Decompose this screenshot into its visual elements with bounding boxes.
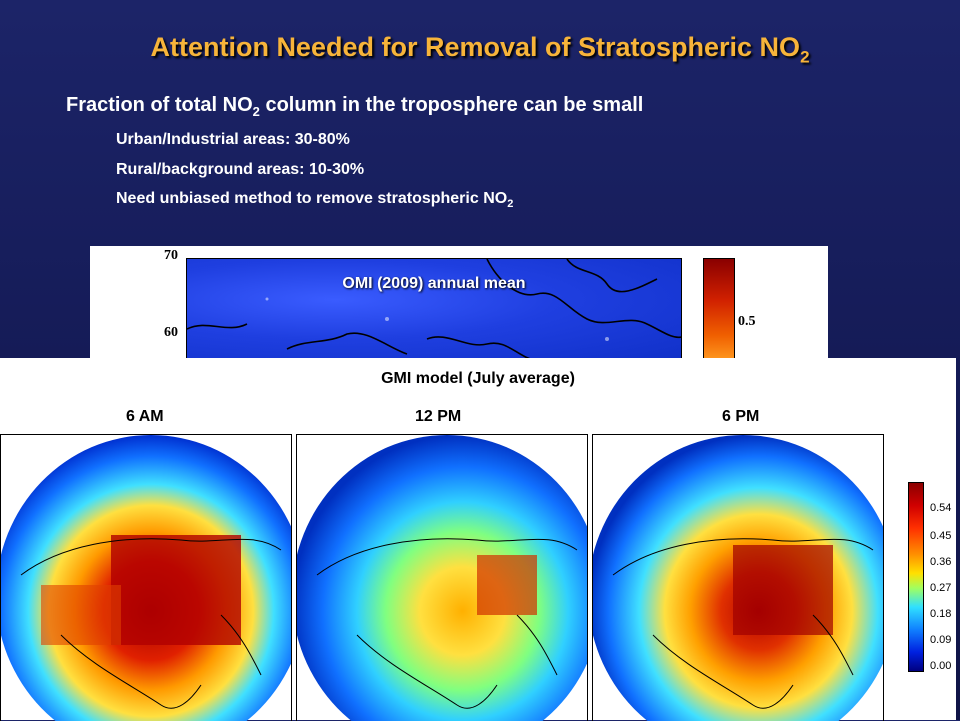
omi-map-image: OMI (2009) annual mean: [186, 258, 682, 362]
globe-12pm: [296, 434, 588, 721]
main-bullet: Fraction of total NO2 column in the trop…: [66, 94, 644, 119]
gmi-colorbar-tick-0.36: 0.36: [930, 556, 952, 568]
globe-6am: [0, 434, 292, 721]
gmi-colorbar-tick-0.18: 0.18: [930, 608, 952, 620]
gmi-model-panel: GMI model (July average) 6 AM 12 PM 6 PM: [0, 358, 956, 721]
omi-colorbar: [703, 258, 735, 362]
gmi-colorbar-tick-0.27: 0.27: [930, 582, 952, 594]
omi-colorbar-tick: 0.5: [738, 314, 756, 329]
gmi-colorbar: [908, 482, 924, 672]
gmi-colorbar-tick-0.45: 0.45: [930, 530, 952, 542]
omi-map-label: OMI (2009) annual mean: [342, 275, 526, 292]
gmi-colorbar-tick-0.54: 0.54: [930, 502, 952, 514]
time-label-6pm: 6 PM: [722, 408, 760, 425]
omi-map-panel: 70 60 OMI (2009) annual mean 0.5: [90, 246, 828, 362]
sub-bullet-method: Need unbiased method to remove stratosph…: [116, 190, 514, 211]
globe-6pm: [592, 434, 884, 721]
gmi-panel-title: GMI model (July average): [381, 370, 575, 387]
omi-lat-tick-60: 60: [164, 325, 178, 340]
slide-title: Attention Needed for Removal of Stratosp…: [150, 32, 810, 67]
sub-bullet-urban: Urban/Industrial areas: 30-80%: [116, 131, 350, 148]
time-label-12pm: 12 PM: [415, 408, 462, 425]
omi-lat-tick-70: 70: [164, 248, 178, 263]
gmi-colorbar-tick-0.00: 0.00: [930, 660, 952, 672]
sub-bullet-rural: Rural/background areas: 10-30%: [116, 161, 365, 178]
gmi-colorbar-tick-0.09: 0.09: [930, 634, 952, 646]
time-label-6am: 6 AM: [126, 408, 164, 425]
